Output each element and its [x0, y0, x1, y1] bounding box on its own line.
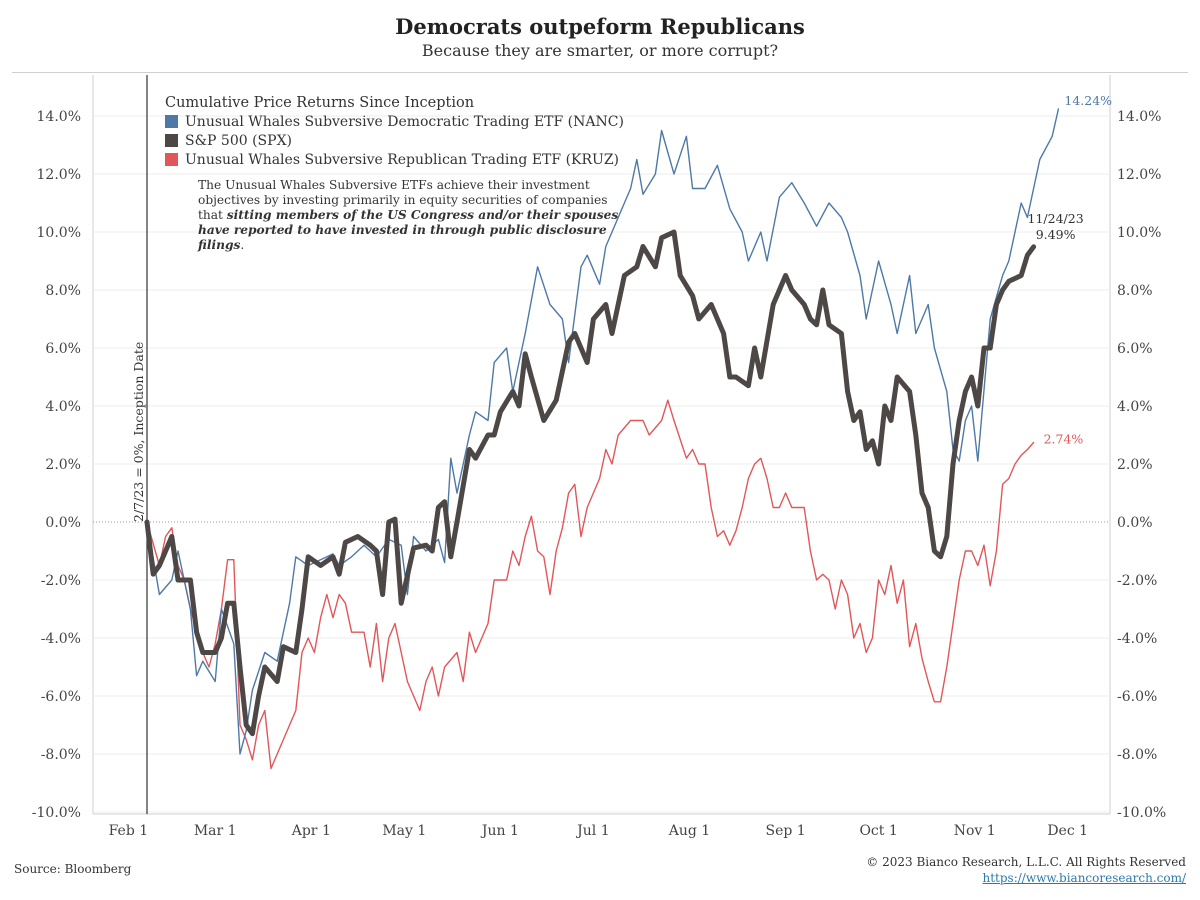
x-tick-label: Oct 1: [859, 823, 897, 839]
y-tick-label-left: 0.0%: [45, 515, 81, 531]
y-tick-label-right: 2.0%: [1117, 457, 1153, 473]
y-tick-label-right: 14.0%: [1117, 109, 1161, 125]
end-label-kruz: 2.74%: [1044, 432, 1084, 447]
series-line-nanc: [146, 108, 1060, 755]
y-tick-label-left: -8.0%: [41, 747, 81, 763]
y-tick-label-right: -2.0%: [1117, 573, 1157, 589]
end-label-nanc: 14.24%: [1064, 93, 1112, 108]
y-tick-label-left: 8.0%: [45, 283, 81, 299]
legend-label-kruz: Unusual Whales Subversive Republican Tra…: [185, 151, 620, 168]
y-tick-label-left: 14.0%: [37, 109, 81, 125]
x-tick-label: Apr 1: [291, 823, 331, 839]
y-tick-label-left: 4.0%: [45, 399, 81, 415]
y-tick-label-left: 2.0%: [45, 457, 81, 473]
etf-description-note: The Unusual Whales Subversive ETFs achie…: [198, 178, 628, 253]
legend-swatch-spx: [165, 134, 178, 147]
footer-credits: © 2023 Bianco Research, L.L.C. All Right…: [866, 854, 1186, 886]
legend-heading: Cumulative Price Returns Since Inception: [165, 95, 475, 111]
y-tick-label-left: -10.0%: [32, 805, 81, 821]
legend-label-spx: S&P 500 (SPX): [185, 132, 292, 149]
legend-swatch-nanc: [165, 115, 178, 128]
y-tick-label-right: 6.0%: [1117, 341, 1153, 357]
y-tick-label-left: -2.0%: [41, 573, 81, 589]
legend-item-nanc: Unusual Whales Subversive Democratic Tra…: [165, 112, 624, 131]
legend-label-nanc: Unusual Whales Subversive Democratic Tra…: [185, 113, 624, 130]
y-tick-label-left: -4.0%: [41, 631, 81, 647]
x-tick-label: Dec 1: [1047, 823, 1088, 839]
y-tick-label-right: -8.0%: [1117, 747, 1157, 763]
x-tick-label: May 1: [382, 823, 426, 839]
y-tick-label-right: -4.0%: [1117, 631, 1157, 647]
y-tick-label-right: -6.0%: [1117, 689, 1157, 705]
x-tick-label: Aug 1: [668, 823, 710, 839]
page-subtitle: Because they are smarter, or more corrup…: [421, 41, 779, 60]
inception-label: 2/7/23 = 0%, Inception Date: [131, 342, 146, 522]
y-tick-label-right: -10.0%: [1117, 805, 1166, 821]
copyright-text: © 2023 Bianco Research, L.L.C. All Right…: [866, 855, 1186, 869]
y-tick-label-left: 6.0%: [45, 341, 81, 357]
legend-item-kruz: Unusual Whales Subversive Republican Tra…: [165, 150, 624, 169]
website-link[interactable]: https://www.biancoresearch.com/: [982, 871, 1186, 885]
end-date-label-spx: 11/24/23: [1028, 211, 1084, 226]
x-tick-label: Jun 1: [480, 823, 519, 839]
series-line-kruz: [146, 399, 1035, 770]
x-tick-label: Nov 1: [954, 823, 996, 839]
legend-item-spx: S&P 500 (SPX): [165, 131, 624, 150]
x-tick-label: Jul 1: [575, 823, 609, 839]
source-label: Source: Bloomberg: [14, 862, 132, 876]
note-bold-text: sitting members of the US Congress and/o…: [198, 208, 619, 252]
y-tick-label-left: 12.0%: [37, 167, 81, 183]
series-line-spx: [144, 229, 1037, 737]
y-tick-label-right: 12.0%: [1117, 167, 1161, 183]
x-tick-label: Sep 1: [765, 823, 805, 839]
page-title: Democrats outpeform Republicans: [395, 14, 805, 39]
y-tick-label-right: 0.0%: [1117, 515, 1153, 531]
x-tick-label: Mar 1: [194, 823, 237, 839]
legend: Cumulative Price Returns Since Inception…: [165, 95, 624, 169]
end-label-spx: 9.49%: [1036, 227, 1076, 242]
legend-swatch-kruz: [165, 153, 178, 166]
y-tick-label-left: -6.0%: [41, 689, 81, 705]
note-text: The Unusual Whales Subversive ETFs achie…: [198, 178, 608, 222]
title-divider: [12, 72, 1188, 73]
x-tick-label: Feb 1: [109, 823, 149, 839]
y-tick-label-right: 10.0%: [1117, 225, 1161, 241]
y-tick-label-right: 8.0%: [1117, 283, 1153, 299]
y-tick-label-right: 4.0%: [1117, 399, 1153, 415]
y-tick-label-left: 10.0%: [37, 225, 81, 241]
note-text-end: .: [240, 238, 245, 252]
